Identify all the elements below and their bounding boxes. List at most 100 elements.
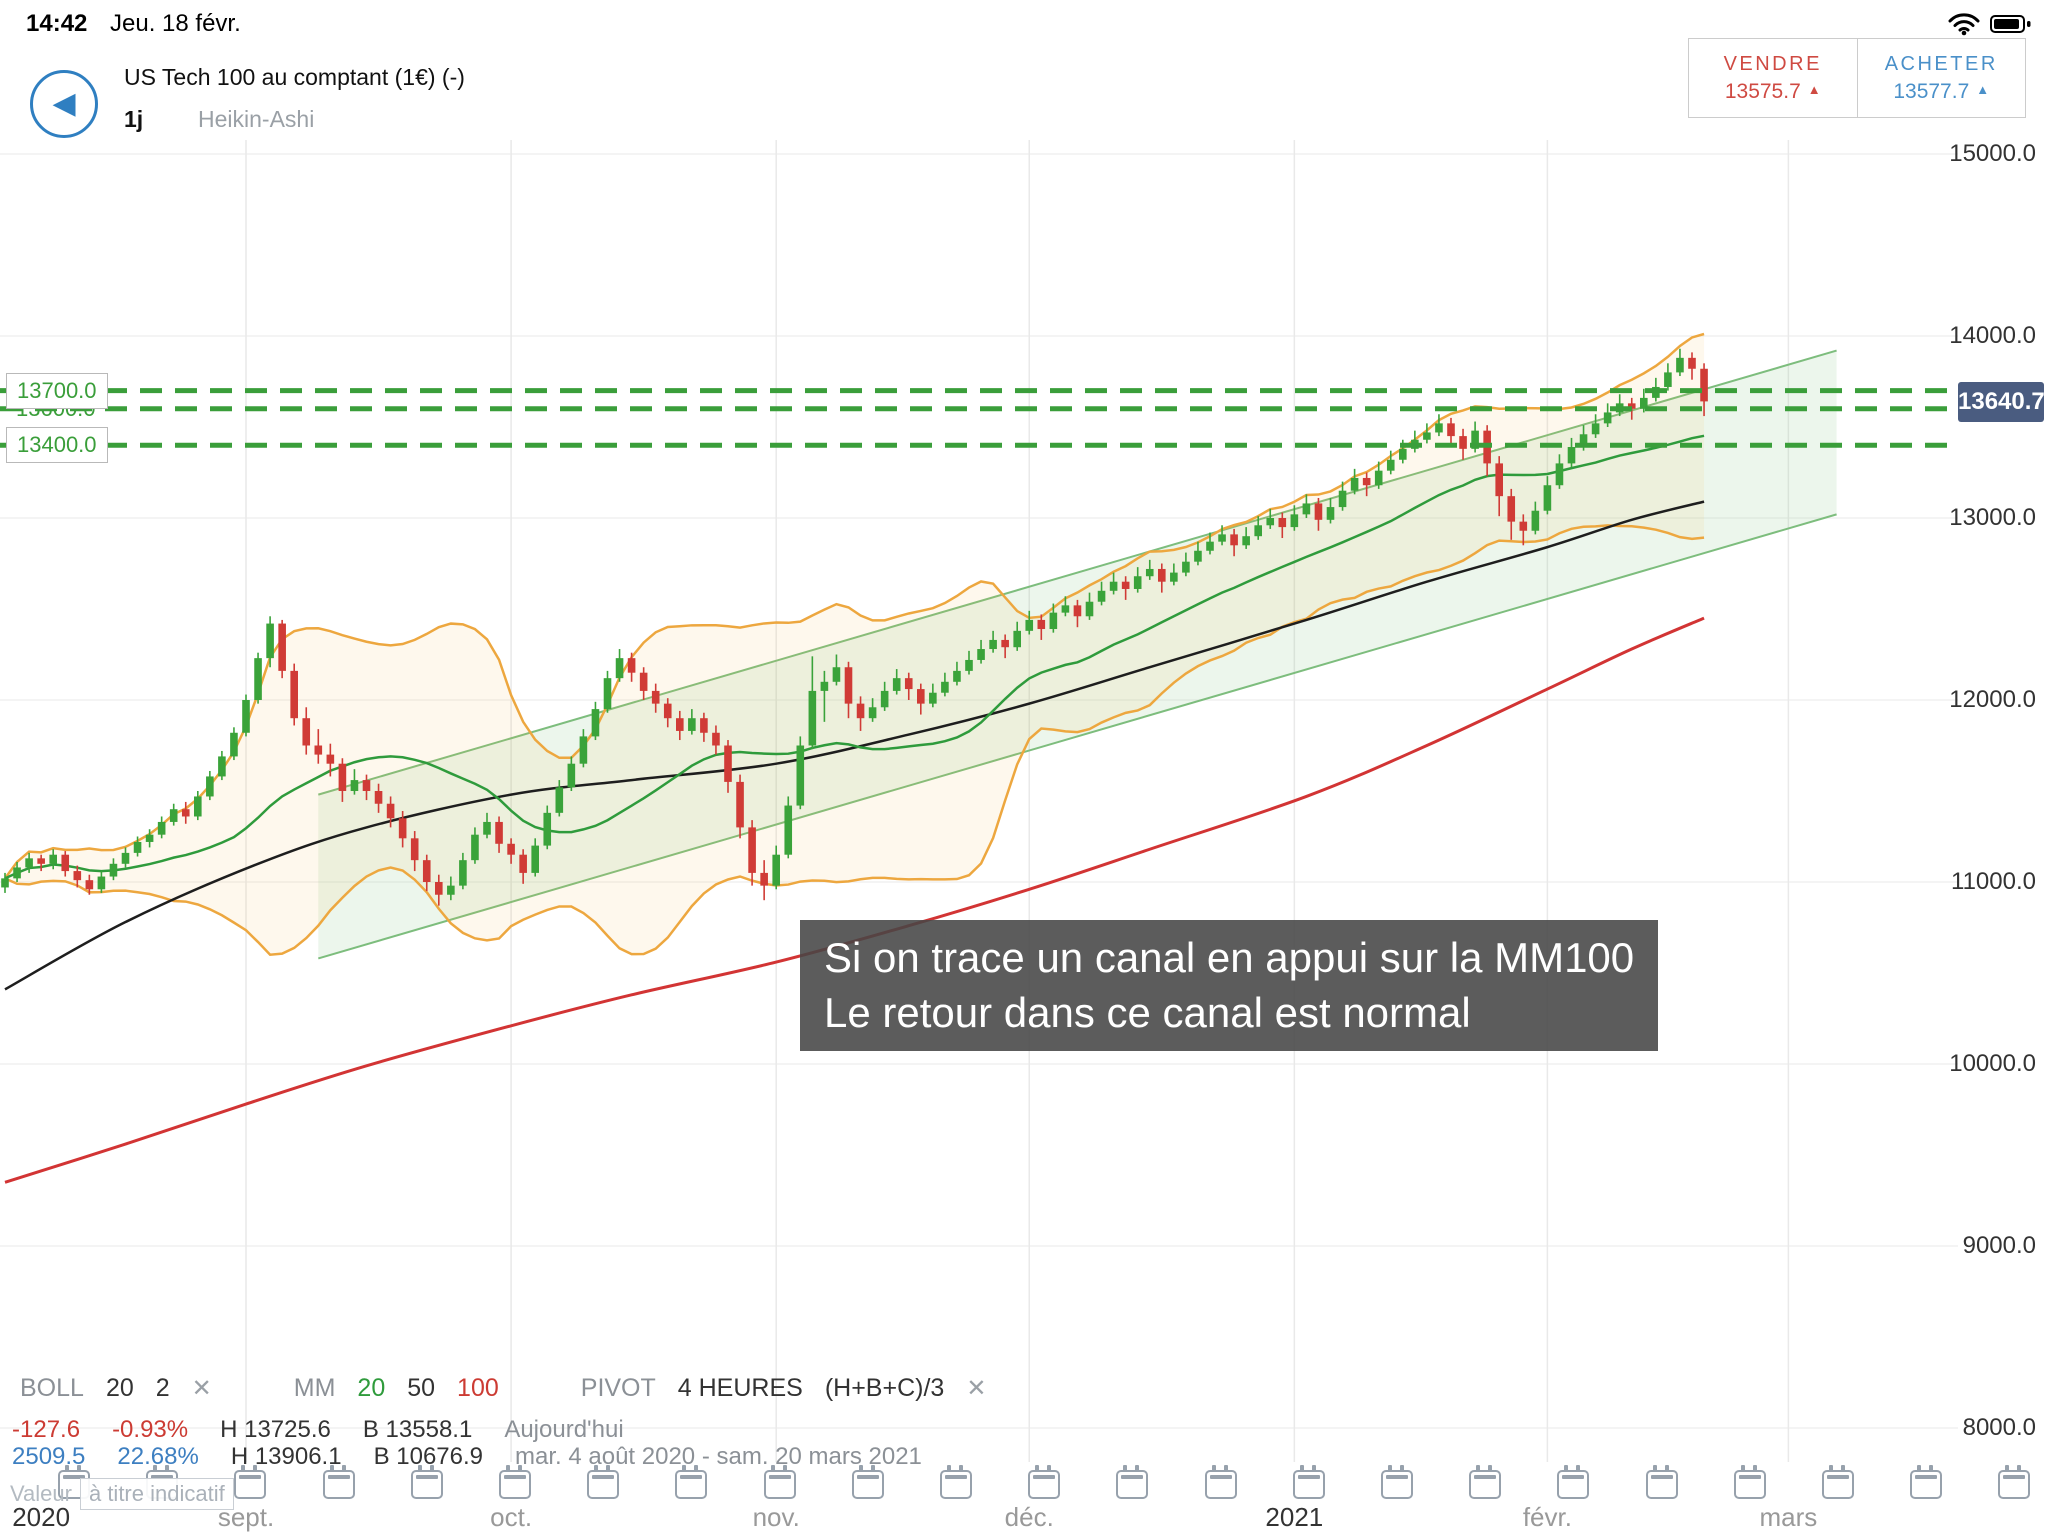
calendar-icon[interactable] (499, 1465, 531, 1499)
calendar-icon[interactable] (1292, 1465, 1325, 1499)
today-high: H 13725.6 (220, 1416, 331, 1443)
calendar-icon[interactable] (1028, 1465, 1061, 1499)
trend-channel (318, 350, 1837, 959)
y-axis-label: 9000.0 (1962, 1232, 2036, 1259)
x-axis-label: déc. (1004, 1502, 1054, 1532)
wifi-icon (1948, 13, 1980, 36)
y-axis-label: 15000.0 (1949, 140, 2036, 167)
x-axis-label: mars (1759, 1502, 1818, 1532)
sell-tick-arrow-icon: ▲ (1807, 82, 1821, 97)
status-bar: 14:42 Jeu. 18 févr. (0, 6, 2048, 42)
mm50-period: 50 (407, 1374, 436, 1402)
today-low: B 13558.1 (362, 1416, 473, 1443)
calendar-icon[interactable] (1381, 1465, 1413, 1499)
calendar-icon[interactable] (410, 1465, 443, 1499)
calendar-icon[interactable] (851, 1465, 884, 1499)
calendar-icon[interactable] (1910, 1465, 1943, 1499)
annotation-line2: Le retour dans ce canal est normal (824, 989, 1471, 1037)
pivot-formula: (H+B+C)/3 (824, 1374, 945, 1402)
y-axis-label: 11000.0 (1951, 868, 2036, 895)
disclaimer-boxed: à titre indicatif (79, 1478, 234, 1510)
calendar-row (0, 1465, 2048, 1500)
status-date: Jeu. 18 févr. (110, 10, 241, 37)
disclaimer-prefix: Valeur (10, 1481, 72, 1506)
candles-layer (1, 348, 1708, 906)
today-change: -127.6 (12, 1416, 81, 1443)
calendar-icon[interactable] (1645, 1465, 1678, 1499)
y-axis-label: 14000.0 (1949, 322, 2036, 349)
today-label: Aujourd'hui (504, 1416, 624, 1443)
boll-indicator-name: BOLL (20, 1374, 84, 1402)
x-axis-label: févr. (1522, 1502, 1572, 1532)
buy-label: ACHETER (1884, 52, 1998, 75)
period-high: H 13906.1 (230, 1443, 342, 1470)
x-axis-label: nov. (752, 1502, 800, 1532)
period-stats-row: 2509.5 22.68% H 13906.1 B 10676.9 mar. 4… (12, 1443, 922, 1471)
remove-pivot-button[interactable]: ✕ (966, 1375, 987, 1402)
timeframe-label[interactable]: 1j (124, 106, 144, 132)
pivot-level-label: 13400.0 (6, 427, 108, 464)
sell-label: VENDRE (1723, 52, 1822, 75)
y-axis-label: 8000.0 (1962, 1414, 2036, 1441)
y-axis-label: 10000.0 (1949, 1050, 2036, 1077)
deal-ticket: VENDRE 13575.7 ▲ ACHETER 13577.7 ▲ (1688, 38, 2026, 118)
back-arrow-icon: ◀ (52, 87, 76, 120)
calendar-icon[interactable] (1998, 1465, 2031, 1499)
calendar-icon[interactable] (940, 1465, 972, 1499)
calendar-icon[interactable] (322, 1465, 355, 1499)
calendar-icon[interactable] (1116, 1465, 1149, 1499)
pivot-level-label: 13700.0 (6, 372, 108, 409)
x-axis-label: oct. (490, 1502, 533, 1532)
mm20-line (4, 434, 1705, 880)
calendar-icon[interactable] (1733, 1465, 1766, 1499)
remove-boll-button[interactable]: ✕ (191, 1375, 212, 1402)
today-stats-row: -127.6 -0.93% H 13725.6 B 13558.1 Aujour… (12, 1416, 624, 1444)
buy-price: 13577.7 (1893, 79, 1970, 103)
calendar-icon[interactable] (234, 1465, 267, 1499)
sell-price: 13575.7 (1724, 79, 1801, 103)
pivot-timeframe: 4 HEURES (677, 1374, 803, 1402)
period-change-pct: 22.68% (117, 1443, 199, 1470)
period-change: 2509.5 (12, 1443, 86, 1470)
chart-type-label[interactable]: Heikin-Ashi (198, 106, 315, 132)
period-range-label: mar. 4 août 2020 - sam. 20 mars 2021 (515, 1443, 922, 1470)
x-axis[interactable]: 2020 sept. oct. nov. déc. 2021 févr. mars (0, 1502, 2048, 1534)
bollinger-fill (5, 333, 1705, 955)
y-axis[interactable]: 15000.0 14000.0 13000.0 12000.0 11000.0 10000… (1949, 0, 2044, 1536)
indicator-bar: BOLL 20 2 ✕ MM 20 50 100 PIVOT 4 HEURES … (20, 1374, 986, 1403)
x-axis-label: 2021 (1265, 1502, 1324, 1532)
calendar-icon[interactable] (1822, 1465, 1854, 1499)
y-axis-label: 13000.0 (1949, 504, 2036, 531)
buy-button[interactable]: ACHETER 13577.7 ▲ (1856, 39, 2026, 117)
calendar-icon[interactable] (1204, 1465, 1237, 1499)
annotation-line1: Si on trace un canal en appui sur la MM1… (824, 934, 1635, 981)
disclaimer: Valeur à titre indicatif (10, 1478, 234, 1510)
calendar-icon[interactable] (1469, 1465, 1502, 1499)
boll-deviation: 2 (155, 1374, 170, 1402)
calendar-icon[interactable] (587, 1465, 620, 1499)
sell-button[interactable]: VENDRE 13575.7 ▲ (1689, 39, 1857, 117)
mm100-period: 100 (457, 1374, 499, 1402)
calendar-icon[interactable] (763, 1465, 796, 1499)
calendar-icon[interactable] (675, 1465, 708, 1499)
clock: 14:42 (26, 10, 88, 37)
x-axis-label: 2020 (12, 1502, 71, 1532)
battery-icon (1990, 15, 2031, 33)
instrument-title: US Tech 100 au comptant (1€) (-) (124, 64, 465, 90)
back-button[interactable]: ◀ (30, 70, 98, 138)
pivot-indicator-name: PIVOT (580, 1374, 656, 1402)
annotation-callout: Si on trace un canal en appui sur la MM1… (800, 920, 1659, 1051)
current-price-badge: 13640.7 (1958, 382, 2045, 423)
bollinger-lower-line (4, 524, 1705, 957)
bollinger-upper-line (3, 332, 1705, 880)
mm-indicator-name: MM (293, 1374, 336, 1402)
boll-period: 20 (105, 1374, 134, 1402)
calendar-icon[interactable] (1557, 1465, 1590, 1499)
today-change-pct: -0.93% (112, 1416, 189, 1443)
y-axis-label: 12000.0 (1949, 686, 2036, 713)
buy-tick-arrow-icon: ▲ (1976, 82, 1990, 97)
mm20-period: 20 (357, 1374, 386, 1402)
mm50-line (4, 500, 1705, 991)
